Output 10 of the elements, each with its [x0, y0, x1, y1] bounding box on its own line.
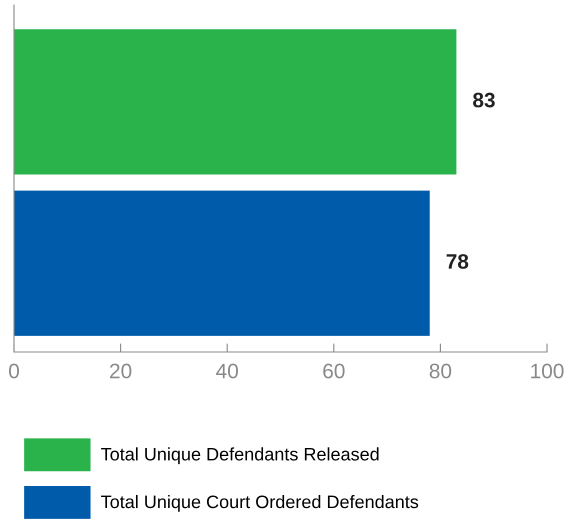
- x-tick-label: 60: [323, 364, 345, 378]
- x-tick-label: 40: [216, 364, 238, 378]
- legend-label: Total Unique Defendants Released: [101, 447, 379, 464]
- x-tick-label: 100: [531, 364, 564, 378]
- data-label: 83: [473, 92, 495, 108]
- x-tick-label: 20: [110, 364, 132, 378]
- x-tick-label: 80: [430, 364, 452, 378]
- data-label: 78: [446, 254, 468, 269]
- x-tick-label: 0: [9, 364, 19, 378]
- legend-label: Total Unique Court Ordered Defendants: [101, 494, 418, 512]
